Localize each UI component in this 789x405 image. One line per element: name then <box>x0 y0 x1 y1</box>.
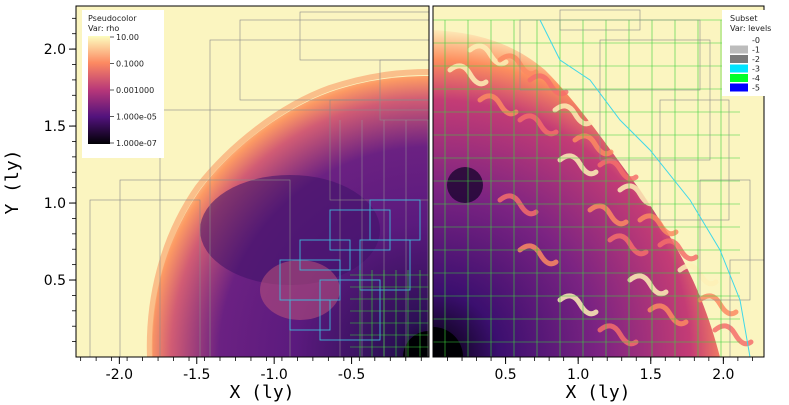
subset-swatch <box>730 83 748 92</box>
subset-entry-label: -4 <box>752 74 760 83</box>
left-grid-level-1 <box>89 199 201 357</box>
left-panel: Pseudocolor Var: rho 10.00 0.1000 0.001000… <box>75 5 430 358</box>
y-tick-label: 1.0 <box>44 196 66 212</box>
filament <box>607 233 649 257</box>
right-x-axis-title: X (ly) <box>565 382 630 403</box>
left-grid-level-1 <box>119 179 291 357</box>
subset-entry-label: -0 <box>752 36 760 45</box>
colorbar-tick-label: 1.000e-07 <box>116 139 157 148</box>
subset-legend: Subset Var: levels -0-1-2-3-4-5 <box>722 10 778 96</box>
colorbar-legend: Pseudocolor Var: rho 10.00 0.1000 0.001000… <box>82 10 164 158</box>
subset-variable: Var: levels <box>730 24 771 33</box>
subset-swatch <box>730 74 748 82</box>
subset-swatch <box>730 36 748 44</box>
left-grid-level-1 <box>299 11 429 61</box>
subset-entries: -0-1-2-3-4-5 <box>730 36 760 93</box>
left-grid-level-1 <box>209 39 429 357</box>
filament <box>712 323 754 347</box>
left-x-tick-label: -1.0 <box>261 367 288 383</box>
left-grid-level-3 <box>319 279 381 341</box>
left-grid-level-3 <box>359 239 411 291</box>
right-grid-level-1 <box>729 259 764 357</box>
colorbar-tick-label: 1.000e-05 <box>116 113 157 122</box>
subset-entry-label: -3 <box>752 65 760 74</box>
filament <box>572 133 614 157</box>
left-frame <box>75 5 430 358</box>
colorbar-variable: Var: rho <box>88 24 119 33</box>
left-grid-level-1 <box>159 109 429 357</box>
filament <box>467 43 509 67</box>
left-x-tick-label: -2.0 <box>106 367 133 383</box>
y-tick-label: 0.5 <box>44 273 66 289</box>
right-amr-grid <box>433 9 764 357</box>
right-x-tick-label: 0.5 <box>494 367 516 383</box>
subset-entry-label: -5 <box>752 84 760 93</box>
left-x-tick-label: -0.5 <box>338 367 365 383</box>
subset-plot-type: Subset <box>730 14 757 23</box>
right-grid-level-1 <box>559 9 641 31</box>
filament <box>477 93 519 117</box>
right-frame <box>432 5 765 358</box>
filament <box>527 73 569 97</box>
filament <box>517 113 559 137</box>
left-grid-level-1 <box>379 59 429 121</box>
left-grid-level-3 <box>289 299 331 331</box>
colorbar-plot-type: Pseudocolor <box>88 14 137 23</box>
right-dark-clump <box>447 167 483 203</box>
right-x-tick-label: 1.5 <box>640 367 662 383</box>
left-amr-grid <box>89 11 429 357</box>
colorbar-tick-label: 0.001000 <box>116 86 154 95</box>
y-tick-label: 1.5 <box>44 119 66 135</box>
filament <box>597 158 639 182</box>
right-grid-level-1 <box>699 179 751 301</box>
left-x-tick-label: -1.5 <box>183 367 210 383</box>
filament <box>597 323 639 347</box>
colorbar-tick-label: 10.00 <box>116 33 139 42</box>
left-shock-front <box>146 69 429 357</box>
filament <box>587 203 629 227</box>
right-grid-level-3 <box>539 19 751 357</box>
right-x-tick-label: 2.0 <box>712 367 734 383</box>
y-axis-title: Y (ly) <box>2 149 23 214</box>
left-core <box>403 331 429 357</box>
axes: -2.0 -1.5 -1.0 -0.5 0.5 1.0 1.5 2.0 0.5 1.0 1.5 2.0 <box>44 17 753 383</box>
left-x-axis-title: X (ly) <box>229 382 294 403</box>
filament <box>557 153 599 177</box>
y-tick-label: 2.0 <box>44 42 66 58</box>
subset-swatch <box>730 64 748 73</box>
colorbar-labels: 10.00 0.1000 0.001000 1.000e-05 1.000e-07 <box>110 33 157 148</box>
colorbar <box>88 36 110 144</box>
right-panel: Subset Var: levels -0-1-2-3-4-5 <box>432 5 778 358</box>
left-grid-level-3 <box>299 239 351 271</box>
colorbar-tick-label: 0.1000 <box>116 60 144 69</box>
filament <box>627 273 669 297</box>
right-grid-level-1 <box>519 19 701 91</box>
subset-swatch <box>730 55 748 63</box>
filament <box>517 243 559 267</box>
subset-swatch <box>730 45 748 54</box>
right-x-tick-label: 1.0 <box>567 367 589 383</box>
filament <box>647 303 689 327</box>
subset-entry-label: -1 <box>752 46 760 55</box>
filament <box>637 213 679 237</box>
subset-entry-label: -2 <box>752 55 760 64</box>
filament <box>657 238 699 262</box>
filament <box>552 103 594 127</box>
right-grid-level-1 <box>659 99 730 221</box>
